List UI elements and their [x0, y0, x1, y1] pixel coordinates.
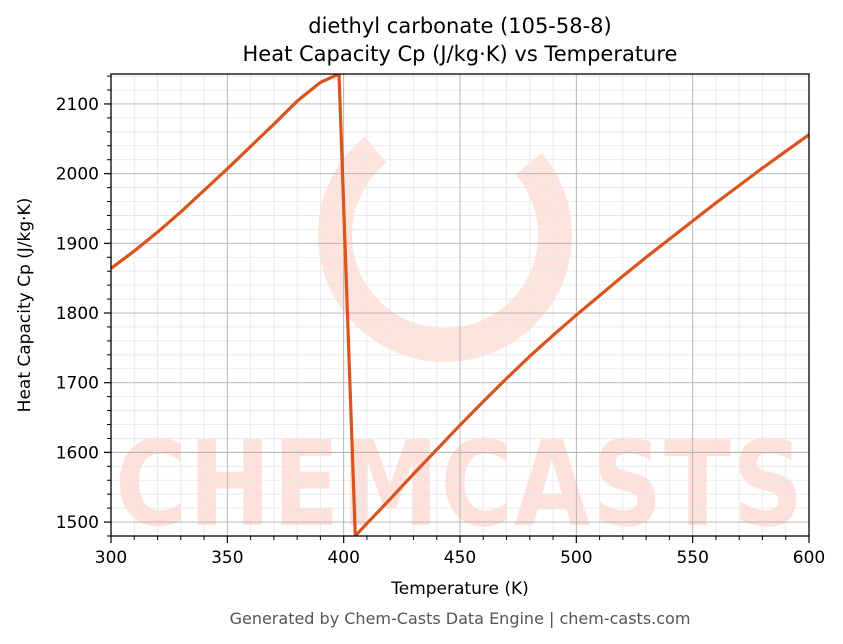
x-tick-label: 550: [676, 548, 708, 568]
y-tick-label: 1500: [56, 513, 99, 533]
x-tick-label: 600: [793, 548, 825, 568]
x-axis-ticks: 300 350 400 450 500 550 600: [95, 536, 825, 568]
y-tick-label: 2000: [56, 165, 99, 185]
series-group: [111, 74, 809, 536]
x-axis-label: Temperature (K): [390, 579, 529, 599]
chart-title-line1: diethyl carbonate (105-58-8): [308, 14, 612, 38]
watermark: CHEMCASTS: [115, 108, 805, 553]
x-tick-label: 300: [95, 548, 127, 568]
watermark-text: CHEMCASTS: [115, 415, 805, 553]
x-tick-label: 450: [444, 548, 476, 568]
chart-title-line2: Heat Capacity Cp (J/kg·K) vs Temperature: [243, 42, 678, 66]
watermark-swirl: [318, 108, 572, 362]
y-tick-label: 1700: [56, 374, 99, 394]
y-axis-ticks: 1500 1600 1700 1800 1900 2000 2100: [56, 75, 111, 537]
y-tick-label: 1900: [56, 234, 99, 254]
y-tick-label: 1600: [56, 443, 99, 463]
footer-credit: Generated by Chem-Casts Data Engine | ch…: [230, 609, 691, 628]
x-tick-label: 350: [211, 548, 243, 568]
series-line: [111, 74, 809, 536]
y-tick-label: 1800: [56, 304, 99, 324]
x-tick-label: 400: [327, 548, 359, 568]
y-axis-label: Heat Capacity Cp (J/kg·K): [15, 198, 35, 413]
y-tick-label: 2100: [56, 95, 99, 115]
x-tick-label: 500: [560, 548, 592, 568]
